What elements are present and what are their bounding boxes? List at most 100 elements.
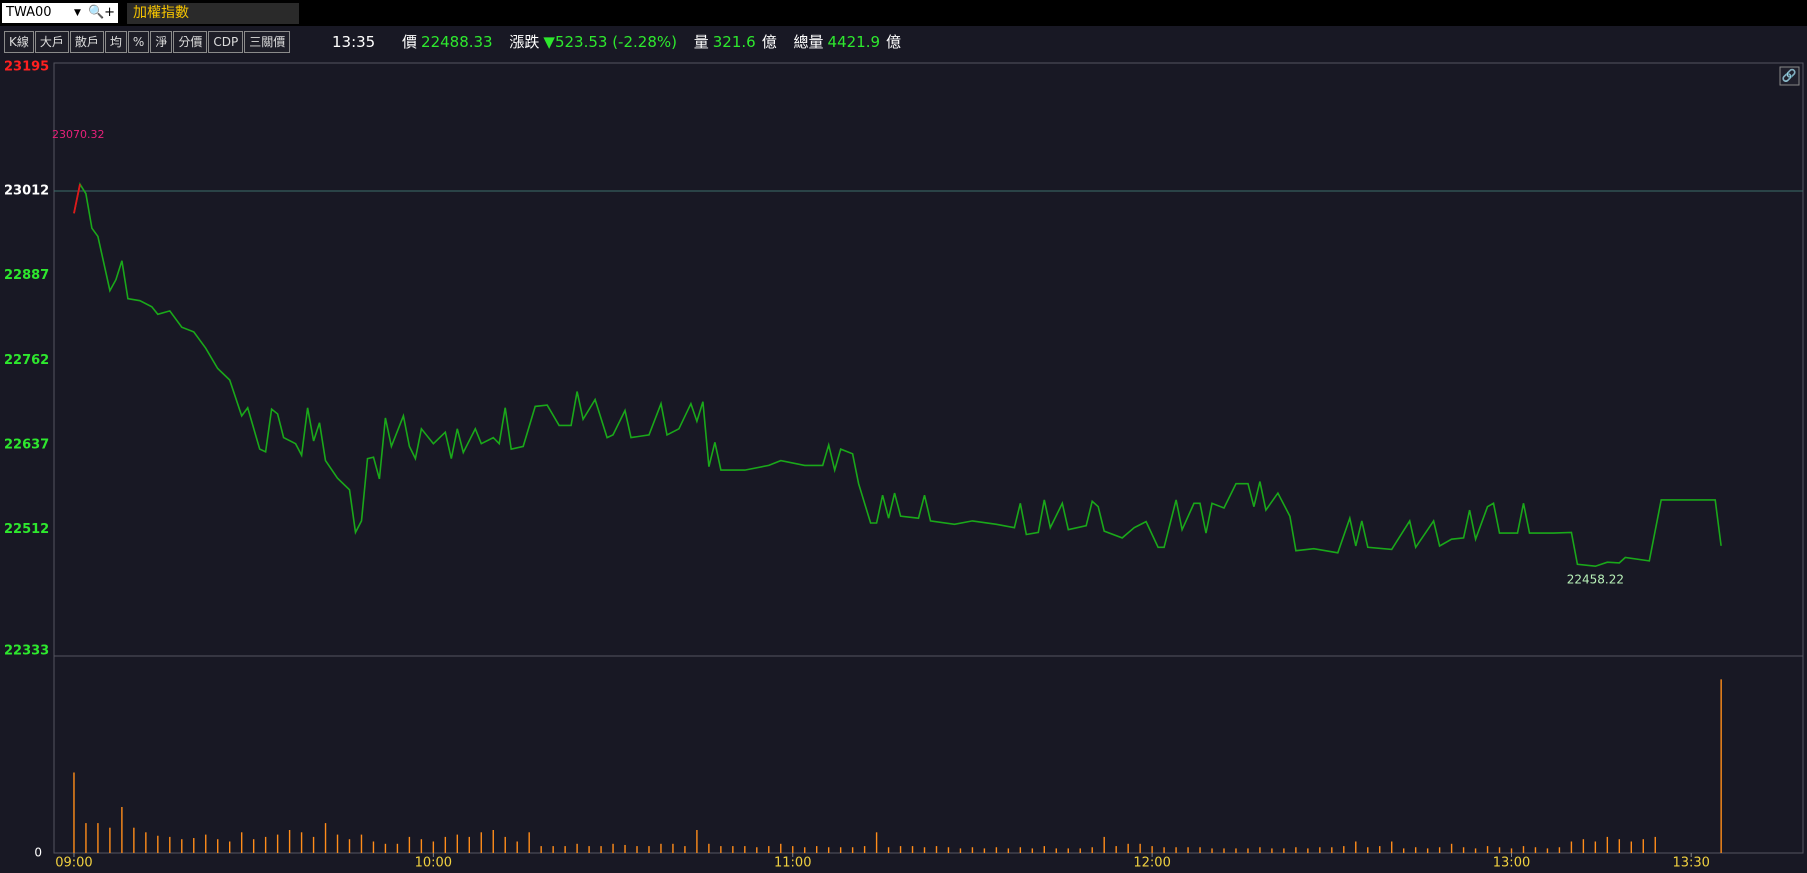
volume-bar	[732, 846, 734, 853]
x-tick-label: 12:00	[1133, 856, 1170, 871]
volume-bar	[1187, 847, 1189, 853]
volume: 321.6	[712, 33, 756, 51]
volume-bar	[995, 847, 998, 853]
volume-bar	[1103, 836, 1105, 853]
volume-bar	[360, 834, 363, 853]
volume-bar	[1223, 848, 1225, 853]
volume-bar	[504, 836, 506, 853]
toolbar-button[interactable]: 散戶	[69, 31, 104, 53]
price: 22488.33	[421, 33, 493, 51]
volume-bar	[1043, 846, 1046, 853]
volume-bar	[217, 839, 219, 853]
link-button[interactable]	[1779, 66, 1800, 86]
volume-bar	[1720, 679, 1722, 853]
volume-bar	[1271, 848, 1273, 853]
volume-bar	[1594, 841, 1597, 853]
volume-bar	[827, 847, 830, 853]
volume-bar	[229, 841, 231, 853]
price-line	[73, 182, 1722, 568]
volume-bar	[851, 847, 854, 853]
volume-bar	[205, 834, 207, 853]
y-tick-label: 22887	[4, 268, 49, 283]
volume-bar	[768, 846, 770, 853]
volume-bar	[145, 832, 147, 853]
total-unit: 億	[886, 33, 902, 51]
volume-bar	[696, 830, 698, 853]
volume-bar	[109, 827, 111, 853]
volume-bar	[1438, 847, 1441, 853]
y-tick-label: 23195	[4, 60, 49, 75]
volume-bar	[1367, 847, 1369, 853]
volume-bar	[923, 847, 926, 853]
toolbar-button[interactable]: 分價	[173, 31, 208, 53]
volume-bar	[636, 846, 638, 853]
volume-bar	[708, 843, 710, 853]
volume-panel	[53, 655, 1804, 854]
volume-bar	[1618, 839, 1621, 853]
volume-bar	[672, 843, 674, 853]
toolbar-button[interactable]: K線	[4, 31, 34, 53]
toolbar-button[interactable]: 三關價	[244, 31, 291, 53]
volume-bar	[1343, 846, 1345, 853]
toolbar-button[interactable]: CDP	[208, 31, 244, 53]
volume-bar	[1019, 847, 1022, 853]
volume-bar	[1654, 836, 1656, 853]
volume-bar	[540, 846, 542, 853]
volume-unit: 億	[761, 33, 777, 51]
toolbar-button[interactable]: 均	[104, 31, 127, 53]
volume-bar	[1474, 848, 1477, 853]
volume-bar	[396, 843, 399, 853]
volume-bar	[181, 839, 183, 853]
volume-bar	[1319, 847, 1321, 853]
x-tick-label: 11:00	[774, 856, 811, 871]
volume-bar	[300, 832, 303, 853]
volume-bar	[935, 846, 938, 853]
volume-bar	[1007, 848, 1010, 853]
volume-bar	[288, 830, 291, 853]
y-tick-label: 22637	[4, 438, 49, 453]
opening-segment	[73, 184, 81, 214]
volume-bar	[839, 847, 842, 853]
volume-bar	[1211, 848, 1213, 853]
toolbar-button[interactable]: 大戶	[34, 31, 69, 53]
volume-bar	[648, 846, 650, 853]
volume-bar	[1283, 848, 1285, 853]
total: 4421.9	[827, 33, 881, 51]
volume-bar	[1355, 841, 1357, 853]
volume-bar	[887, 847, 890, 853]
volume-bar	[444, 836, 447, 853]
volume-bar	[1331, 847, 1333, 853]
volume-bar	[1558, 847, 1561, 853]
volume-bar	[157, 835, 159, 853]
volume-bar	[684, 846, 686, 853]
volume-bar	[384, 843, 387, 853]
volume-bar	[264, 836, 267, 853]
volume-bar	[804, 847, 806, 853]
toolbar-button[interactable]: 淨	[150, 31, 173, 53]
change-label: 漲跌	[509, 33, 540, 51]
volume-bar	[1247, 848, 1249, 853]
volume-bar	[432, 841, 435, 853]
symbol-input[interactable]: TWA00 ▼ 🔍+	[2, 3, 118, 23]
volume-bar	[1414, 847, 1417, 853]
volume-bar	[468, 836, 470, 853]
x-tick-label: 13:30	[1672, 856, 1709, 871]
volume-bar	[1235, 848, 1237, 853]
volume-bar	[1546, 848, 1549, 853]
y-tick-label: 0	[34, 846, 42, 860]
quote: 13:35 價 22488.33 漲跌 ▼523.53 (-2.28%) 量 321.…	[332, 30, 905, 54]
dropdown-arrow[interactable]: ▼	[74, 8, 81, 18]
volume-bar	[252, 839, 255, 853]
volume-bar	[480, 832, 482, 853]
search-icon[interactable]: 🔍+	[88, 5, 116, 20]
volume-bar	[875, 832, 878, 853]
volume-bar	[1462, 847, 1465, 853]
volume-bar	[193, 838, 195, 853]
volume-bar	[528, 832, 530, 853]
volume-bar	[552, 846, 554, 853]
volume-bar	[1426, 848, 1429, 853]
toolbar-button[interactable]: %	[127, 31, 150, 53]
volume-bar	[1534, 847, 1537, 853]
